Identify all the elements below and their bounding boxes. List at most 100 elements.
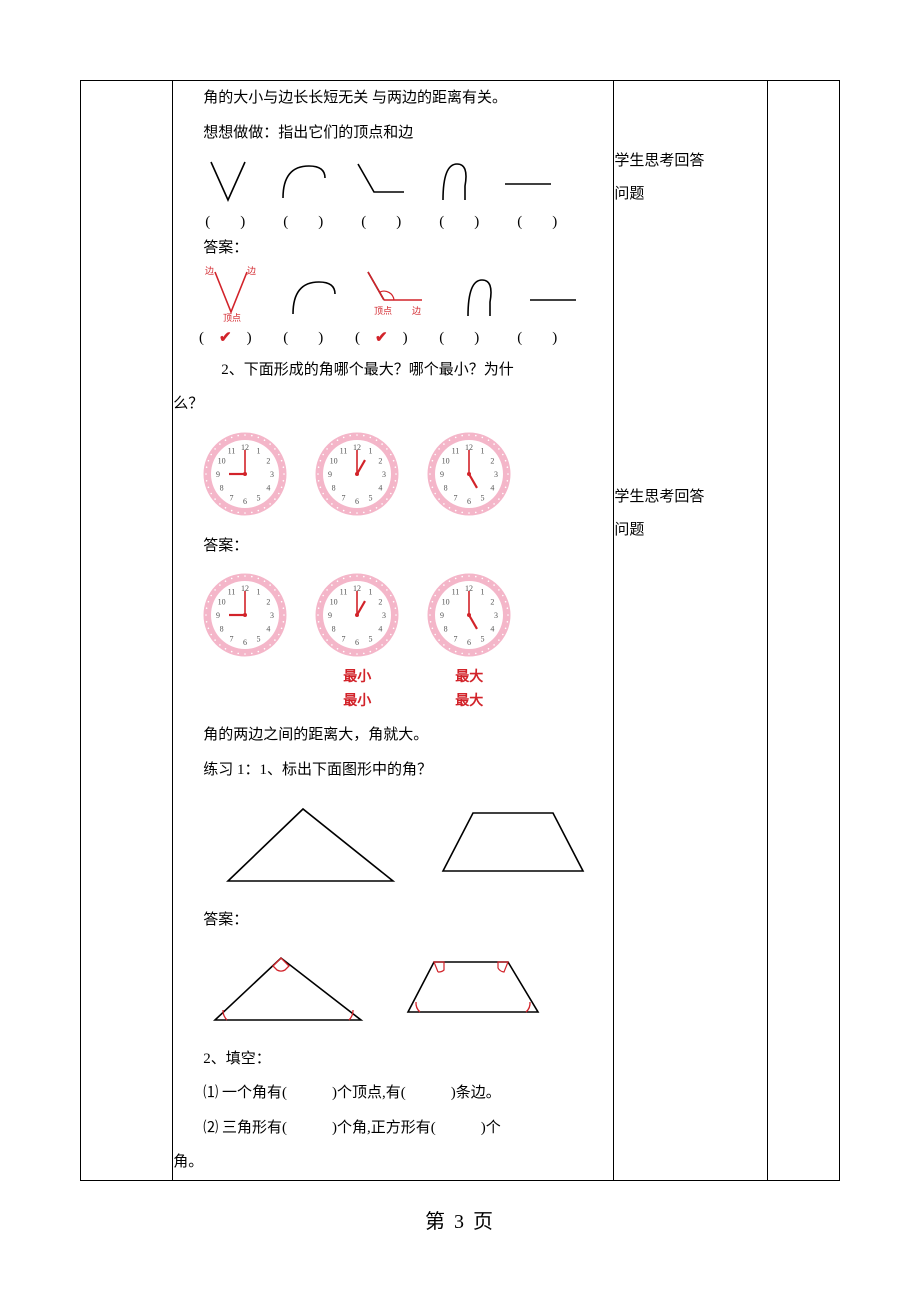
paren-check: ( ✔ )	[351, 326, 411, 347]
paren-blank: ( )	[273, 210, 333, 231]
fill-blank-2b: 角。	[173, 1145, 613, 1180]
shape-line-answer-icon	[526, 272, 581, 322]
shape-arc-icon	[275, 156, 330, 206]
shape-loop-answer-icon	[454, 272, 504, 322]
svg-text:9: 9	[328, 611, 332, 620]
svg-text:6: 6	[243, 497, 247, 506]
clock-2: 123456789101112	[315, 432, 399, 521]
lesson-table: 角的大小与边长长短无关 与两边的距离有关。 想想做做：指出它们的顶点和边 ( )…	[80, 80, 840, 1181]
side-note-2b: 问题	[614, 514, 767, 547]
svg-text:8: 8	[332, 625, 336, 634]
svg-text:10: 10	[442, 598, 450, 607]
distance-rule: 角的两边之间的距离大，角就大。	[173, 718, 613, 753]
svg-text:9: 9	[440, 611, 444, 620]
svg-text:1: 1	[257, 446, 261, 455]
paren-blank: ( )	[429, 326, 489, 347]
svg-text:3: 3	[494, 470, 498, 479]
svg-text:6: 6	[355, 497, 359, 506]
svg-text:6: 6	[467, 638, 471, 647]
svg-text:8: 8	[220, 625, 224, 634]
svg-text:8: 8	[444, 483, 448, 492]
shape-v-icon	[203, 156, 253, 206]
svg-text:9: 9	[440, 470, 444, 479]
paren-blank: ( )	[507, 326, 567, 347]
svg-text:3: 3	[270, 611, 274, 620]
edge-label: 边	[412, 306, 421, 316]
clock-3: 123456789101112	[427, 432, 511, 521]
svg-text:10: 10	[218, 598, 226, 607]
svg-text:11: 11	[452, 446, 460, 455]
clock-1: 123456789101112	[203, 432, 287, 521]
svg-text:8: 8	[220, 483, 224, 492]
svg-text:4: 4	[267, 625, 271, 634]
side-notes-column: 学生思考回答 问题 学生思考回答 问题	[614, 81, 768, 1181]
svg-text:7: 7	[230, 634, 234, 643]
svg-text:7: 7	[230, 493, 234, 502]
svg-text:1: 1	[481, 588, 485, 597]
clock-a3: 123456789101112 最大 最大	[427, 573, 511, 710]
svg-text:11: 11	[340, 446, 348, 455]
answer-label-3: 答案：	[173, 903, 613, 938]
answer-label-1: 答案：	[173, 231, 613, 266]
side-note-2a: 学生思考回答	[614, 481, 767, 514]
svg-text:9: 9	[328, 470, 332, 479]
question-2-line-1: 2、下面形成的角哪个最大？哪个最小？为什	[173, 353, 613, 388]
svg-text:1: 1	[369, 588, 373, 597]
paren-blank: ( )	[429, 210, 489, 231]
svg-text:10: 10	[330, 456, 338, 465]
svg-text:3: 3	[382, 611, 386, 620]
paren-check: ( ✔ )	[195, 326, 255, 347]
vertex-label: 顶点	[374, 306, 392, 316]
paren-blank: ( )	[351, 210, 411, 231]
answer-label-2: 答案：	[173, 529, 613, 564]
svg-text:7: 7	[454, 634, 458, 643]
triangle-question-icon	[213, 799, 403, 889]
svg-text:6: 6	[355, 638, 359, 647]
shape-obtuse-answer-icon: 顶点 边	[362, 264, 432, 322]
shape-v-answer-icon: 边 边 顶点	[203, 264, 263, 322]
svg-text:7: 7	[342, 493, 346, 502]
svg-text:11: 11	[452, 588, 460, 597]
svg-text:5: 5	[257, 634, 261, 643]
page-container: 角的大小与边长长短无关 与两边的距离有关。 想想做做：指出它们的顶点和边 ( )…	[0, 20, 920, 1234]
svg-text:2: 2	[267, 456, 271, 465]
svg-text:10: 10	[218, 456, 226, 465]
svg-text:9: 9	[216, 611, 220, 620]
clocks-question-row: 123456789101112 123456789101112 12345678…	[173, 422, 613, 529]
svg-text:2: 2	[379, 456, 383, 465]
svg-text:5: 5	[369, 634, 373, 643]
svg-text:8: 8	[332, 483, 336, 492]
fill-blank-1: ⑴ 一个角有( )个顶点,有( )条边。	[173, 1076, 613, 1111]
fill-blank-2: ⑵ 三角形有( )个角,正方形有( )个	[173, 1111, 613, 1146]
svg-text:4: 4	[379, 483, 383, 492]
shapes-question-row	[173, 150, 613, 210]
page-number: 第 3 页	[0, 1205, 920, 1234]
question-2-line-2: 么？	[173, 387, 613, 422]
svg-text:3: 3	[494, 611, 498, 620]
svg-text:5: 5	[257, 493, 261, 502]
vertex-label: 顶点	[223, 313, 241, 322]
paren-blank: ( )	[507, 210, 567, 231]
paren-answer-row: ( ✔ ) ( ) ( ✔ ) ( ) ( )	[173, 326, 613, 347]
svg-text:7: 7	[342, 634, 346, 643]
shape-loop-icon	[429, 156, 479, 206]
svg-text:8: 8	[444, 625, 448, 634]
clock-a1: 123456789101112	[203, 573, 287, 710]
intro-line-2: 想想做做：指出它们的顶点和边	[173, 116, 613, 151]
svg-text:5: 5	[481, 634, 485, 643]
max-label: 最大	[427, 666, 511, 686]
svg-text:6: 6	[243, 638, 247, 647]
clock-a2: 123456789101112 最小 最小	[315, 573, 399, 710]
trapezoid-answer-icon	[398, 950, 548, 1020]
right-margin-column	[768, 81, 840, 1181]
svg-text:4: 4	[491, 483, 495, 492]
min-label: 最小	[315, 666, 399, 686]
svg-text:5: 5	[481, 493, 485, 502]
paren-blank: ( )	[195, 210, 255, 231]
polygons-question-row	[173, 787, 613, 903]
paren-blank: ( )	[273, 326, 333, 347]
content-column: 角的大小与边长长短无关 与两边的距离有关。 想想做做：指出它们的顶点和边 ( )…	[173, 81, 614, 1181]
svg-text:4: 4	[267, 483, 271, 492]
svg-text:1: 1	[369, 446, 373, 455]
svg-text:2: 2	[379, 598, 383, 607]
